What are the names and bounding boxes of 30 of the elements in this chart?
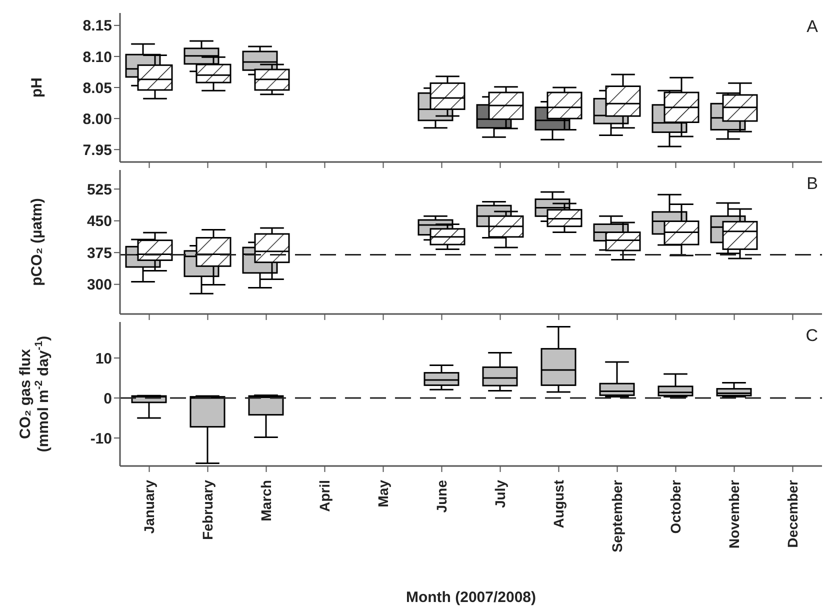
y-tick-label: -10 — [90, 430, 112, 448]
y-axis-title: pH — [28, 78, 46, 98]
x-tick-label: April — [316, 480, 333, 512]
y-tick-label: 8.00 — [82, 110, 112, 128]
x-tick-label: March — [258, 480, 274, 522]
y-tick-label: 8.10 — [82, 48, 112, 66]
y-tick-label: 450 — [86, 213, 112, 230]
x-tick-label: November — [726, 479, 742, 548]
annotation: C — [806, 326, 818, 346]
x-tick-label: October — [668, 479, 684, 534]
x-tick-label: May — [375, 480, 392, 508]
y-tick-label: 0 — [104, 390, 112, 408]
y-tick-label: 525 — [86, 181, 112, 198]
x-tick-label: June — [434, 480, 450, 513]
x-tick-label: January — [141, 480, 158, 534]
x-tick-label: February — [200, 480, 216, 540]
x-tick-label: July — [492, 480, 508, 508]
y-tick-label: 8.05 — [82, 80, 112, 97]
y-axis-title: pCO₂ (µatm) — [28, 198, 46, 286]
annotation: A — [806, 17, 818, 37]
x-tick-label: August — [550, 480, 567, 528]
y-tick-label: 375 — [86, 244, 112, 262]
y-tick-label: 7.95 — [82, 142, 112, 159]
x-axis-title: Month (2007/2008) — [406, 589, 536, 606]
annotation: B — [806, 174, 818, 194]
y-tick-label: 8.15 — [82, 18, 112, 35]
y-tick-label: 300 — [86, 276, 112, 294]
x-tick-label: September — [609, 479, 626, 552]
x-tick-label: December — [784, 479, 801, 548]
y-tick-label: 10 — [95, 350, 112, 368]
